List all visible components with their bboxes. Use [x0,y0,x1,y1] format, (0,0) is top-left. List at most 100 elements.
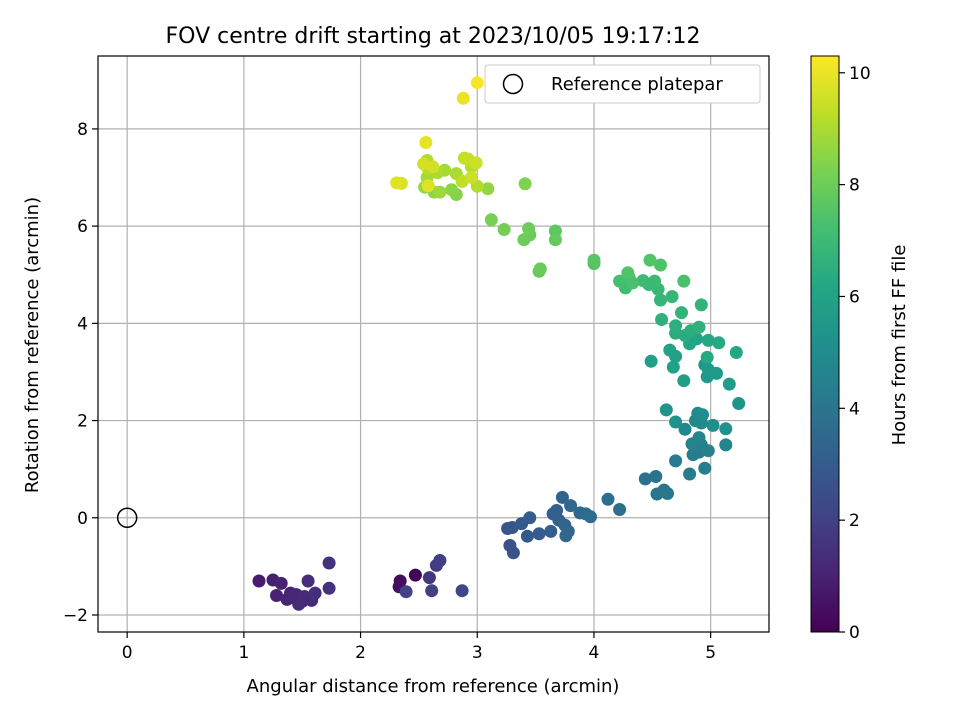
data-points [116,76,746,611]
scatter-point [696,408,709,422]
scatter-point [663,343,677,357]
scatter-point [484,213,498,227]
x-tick-label: 2 [355,643,366,663]
scatter-point [666,360,680,374]
scatter-point [470,76,484,90]
scatter-point [648,274,662,288]
scatter-point [710,366,723,380]
scatter-point [274,576,288,590]
scatter-point [481,182,495,196]
scatter-point [532,527,546,541]
scatter-point [455,584,469,598]
colorbar-gradient [811,56,839,632]
scatter-point [518,177,532,191]
scatter-point [550,504,564,517]
scatter-point [712,336,726,350]
scatter-point [669,319,683,333]
scatter-point [701,333,715,347]
y-axis-label: Rotation from reference (arcmin) [22,197,43,493]
scatter-point [649,470,663,483]
scatter-point [419,136,433,149]
scatter-point [692,431,706,445]
scatter-point [506,546,520,560]
scatter-point [729,346,743,359]
scatter-point [643,253,657,267]
scatter-point [464,171,478,184]
scatter-point [584,510,597,524]
scatter-point [700,350,714,364]
scatter-point [426,160,440,174]
scatter-point [675,306,688,320]
legend-box [484,64,761,104]
scatter-point [587,257,601,271]
scatter-point [601,492,615,506]
colorbar-tick-label: 2 [849,511,860,531]
scatter-point [433,554,447,567]
scatter-point [408,568,422,582]
scatter-point [698,461,712,475]
scatter-point [559,529,573,543]
scatter-point [555,490,569,504]
scatter-point [669,415,683,429]
y-tick-label: 2 [77,412,88,432]
scatter-point [533,262,547,276]
scatter-point [655,313,669,326]
x-tick-label: 3 [472,643,483,663]
y-tick-label: −2 [63,606,88,626]
axis-ticks: 0 1 2 3 4 5 −2 0 2 4 6 8 [63,120,716,663]
x-tick-label: 5 [705,643,716,663]
scatter-point [301,574,315,588]
scatter-point [677,274,691,288]
scatter-point [399,585,413,599]
scatter-point [654,258,667,272]
scatter-point [517,233,531,247]
scatter-point [425,584,439,598]
scatter-point [469,156,483,170]
scatter-point [433,185,447,199]
scatter-point [626,276,639,290]
scatter-point [422,571,436,585]
colorbar-tick-label: 0 [849,623,860,643]
scatter-point [308,586,322,600]
scatter-point [719,422,733,436]
scatter-point [638,472,652,486]
scatter-point [421,179,435,193]
scatter-point [523,511,537,525]
y-tick-label: 4 [77,314,88,334]
scatter-point [522,222,536,236]
colorbar-tick-label: 8 [849,176,860,196]
scatter-point [322,581,336,595]
scatter-point [520,529,534,543]
scatter-point [665,290,679,304]
scatter-point [669,454,683,468]
scatter-point [445,183,459,197]
scatter-point [701,444,715,458]
colorbar-frame [810,55,840,633]
scatter-point [644,354,658,368]
y-tick-label: 8 [77,120,88,140]
scatter-point [659,403,673,417]
scatter-point [497,223,511,236]
scatter-point [678,422,692,436]
scatter-point [322,556,336,570]
scatter-point [252,574,266,588]
scatter-point [692,320,706,334]
scatter-point [694,298,708,312]
colorbar-ticks: 0 2 4 6 8 10 [839,64,871,643]
scatter-point [654,293,667,307]
plot-frame [97,55,770,633]
legend-marker-reference [502,73,524,95]
scatter-point [722,377,736,391]
scatter-point [732,397,746,410]
scatter-point [613,503,627,516]
reference-platepar-marker [116,507,138,529]
scatter-point [661,487,674,500]
colorbar-tick-label: 10 [849,64,871,84]
scatter-point [564,499,578,513]
colorbar-tick-label: 6 [849,287,860,307]
chart-title: FOV centre drift starting at 2023/10/05 … [166,24,701,49]
scatter-point [621,266,635,280]
scatter-point [636,274,650,288]
